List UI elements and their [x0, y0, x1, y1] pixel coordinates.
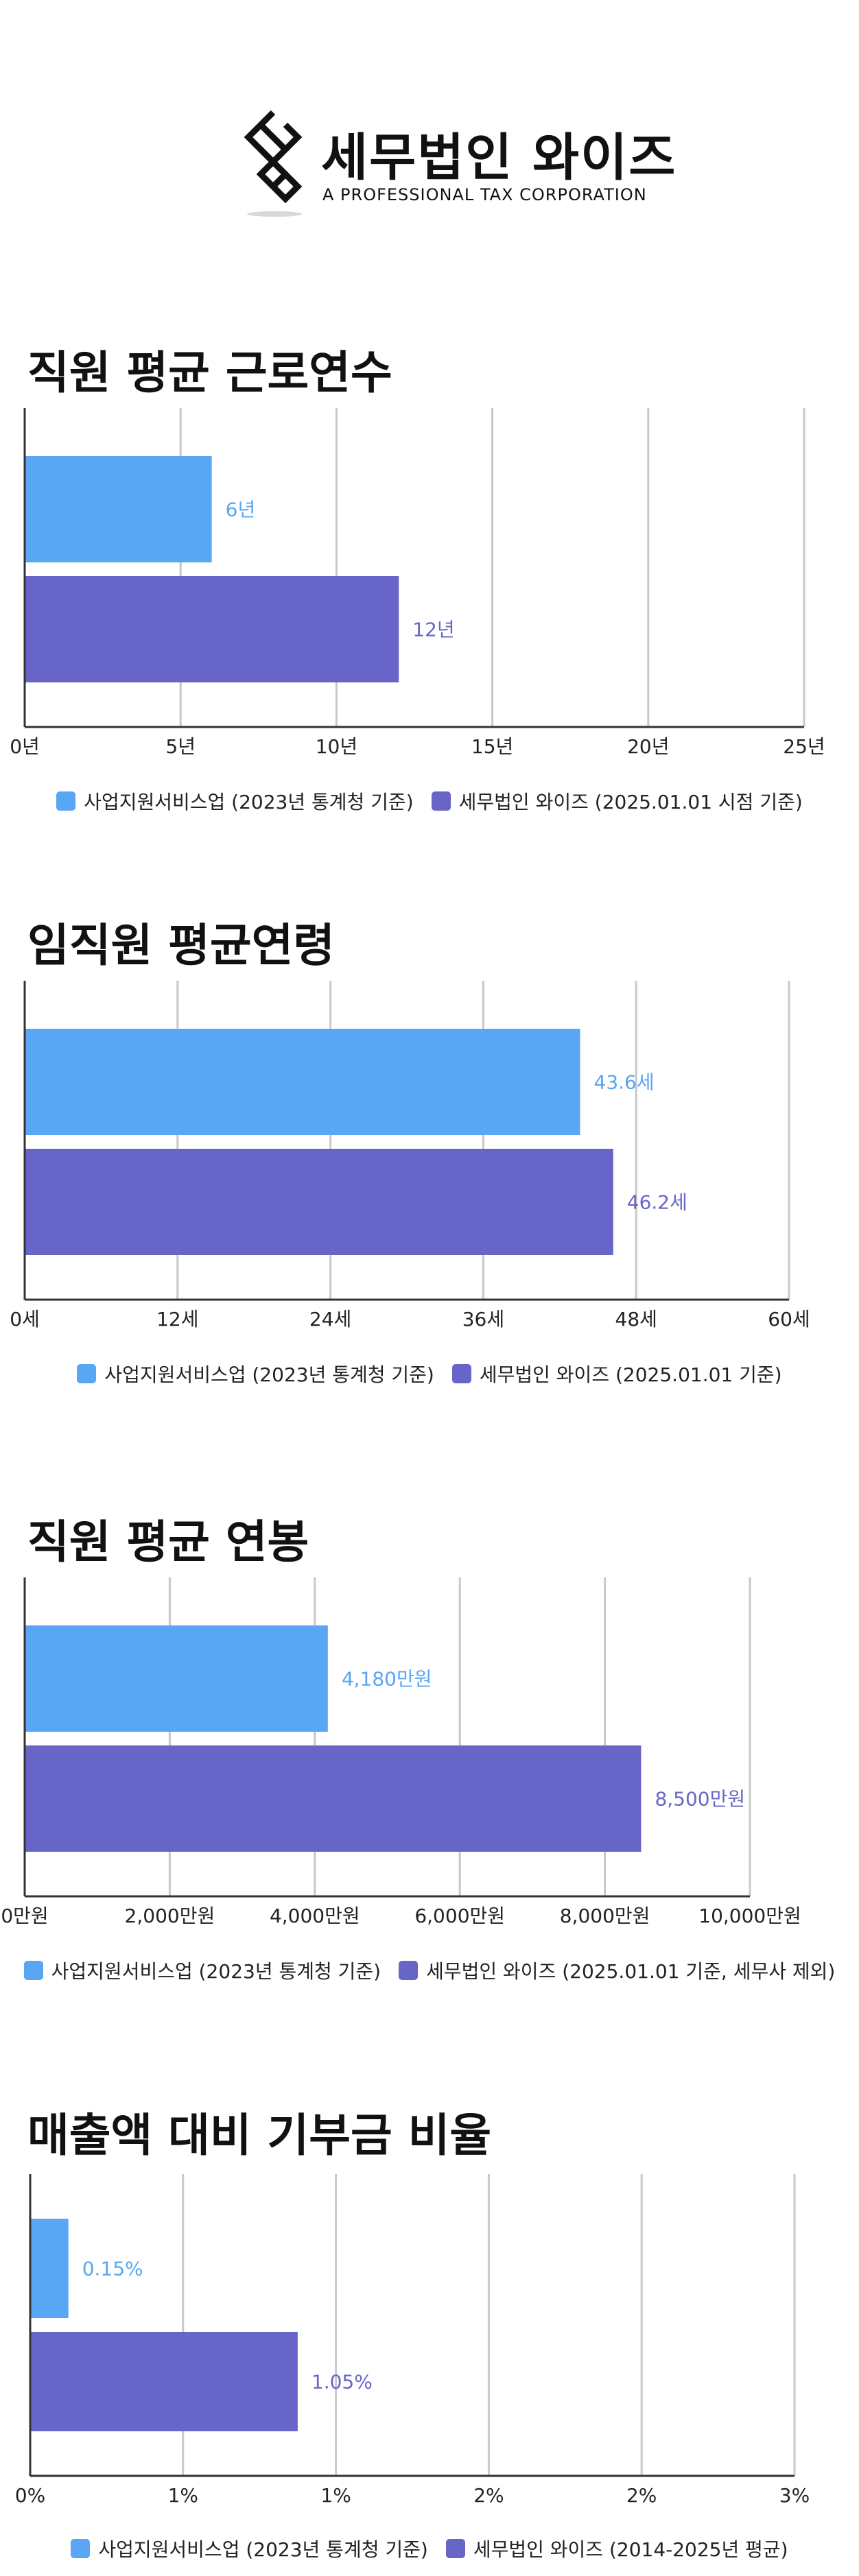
data-label: 8,500만원 — [655, 1788, 745, 1811]
x-tick-label: 24세 — [309, 1308, 351, 1331]
x-tick-label: 48세 — [615, 1308, 657, 1331]
legend-label: 세무법인 와이즈 (2025.01.01 기준, 세무사 제외) — [426, 1960, 836, 1983]
legend-label: 세무법인 와이즈 (2014-2025년 평균) — [473, 2538, 788, 2561]
legend-label: 사업지원서비스업 (2023년 통계청 기준) — [98, 2538, 428, 2561]
chart-title: 매출액 대비 기부금 비율 — [27, 2109, 492, 2162]
x-tick-label: 1% — [168, 2484, 198, 2507]
legend-item: 사업지원서비스업 (2023년 통계청 기준) — [23, 1957, 381, 1984]
x-tick-label: 10년 — [316, 735, 357, 758]
legend-item: 사업지원서비스업 (2023년 통계청 기준) — [77, 1360, 434, 1387]
legend-item: 세무법인 와이즈 (2025.01.01 기준) — [451, 1360, 782, 1387]
legend-swatch — [445, 2539, 465, 2558]
bar-series-1 — [25, 456, 212, 562]
legend-swatch — [56, 791, 76, 811]
chart-legend: 사업지원서비스업 (2023년 통계청 기준) 세무법인 와이즈 (2025.01… — [0, 1957, 859, 1984]
data-label: 0.15% — [82, 2258, 143, 2280]
x-tick-label: 10,000만원 — [698, 1905, 801, 1927]
bar-series-2 — [30, 2332, 298, 2431]
chart-donation-ratio: 매출액 대비 기부금 비율 0.15% 1.05% 0% 1% 1% 2% 2% 3% 사업지원… — [0, 2099, 859, 2576]
legend-swatch — [71, 2539, 91, 2558]
legend-swatch — [451, 1364, 471, 1383]
x-tick-label: 5년 — [165, 735, 196, 758]
data-label: 46.2세 — [627, 1191, 687, 1214]
bar-series-2 — [25, 576, 399, 682]
chart-legend: 사업지원서비스업 (2023년 통계청 기준) 세무법인 와이즈 (2025.01… — [0, 1360, 859, 1387]
x-tick-label: 2% — [473, 2484, 504, 2507]
chart-title: 직원 평균 연봉 — [27, 1516, 309, 1569]
brand-mark-icon — [244, 110, 303, 217]
legend-label: 사업지원서비스업 (2023년 통계청 기준) — [104, 1363, 434, 1386]
x-tick-label: 2,000만원 — [125, 1905, 215, 1927]
x-tick-label: 0만원 — [1, 1905, 48, 1927]
bar-series-1 — [25, 1029, 580, 1135]
legend-swatch — [77, 1364, 97, 1383]
data-label: 1.05% — [311, 2371, 373, 2394]
x-tick-label: 60세 — [768, 1308, 810, 1331]
x-tick-label: 8,000만원 — [560, 1905, 650, 1927]
data-label: 12년 — [412, 619, 454, 641]
data-label: 43.6세 — [594, 1071, 655, 1094]
x-tick-label: 2% — [626, 2484, 657, 2507]
legend-item: 세무법인 와이즈 (2025.01.01 기준, 세무사 제외) — [399, 1957, 835, 1984]
chart-average-salary: 직원 평균 연봉 4,180만원 8,500만원 0만원 2,000만원 4,000만원… — [0, 1505, 859, 2006]
chart-svg: 6년 12년 0년 5년 10년 15년 20년 25년 — [10, 408, 825, 758]
x-tick-label: 0% — [15, 2484, 45, 2507]
bar-series-2 — [25, 1745, 642, 1852]
chart-title: 직원 평균 근로연수 — [27, 346, 392, 399]
x-tick-label: 4,000만원 — [270, 1905, 360, 1927]
x-tick-label: 15년 — [471, 735, 513, 758]
bar-series-1 — [25, 1625, 328, 1732]
legend-swatch — [23, 1961, 43, 1980]
brand-name: 세무법인 와이즈 — [321, 128, 677, 187]
bar-series-2 — [25, 1149, 613, 1255]
x-tick-label: 1% — [320, 2484, 351, 2507]
legend-label: 세무법인 와이즈 (2025.01.01 기준) — [479, 1363, 782, 1386]
x-tick-label: 36세 — [462, 1308, 504, 1331]
chart-svg: 43.6세 46.2세 0세 12세 24세 36세 48세 60세 — [10, 981, 810, 1331]
brand-logo: 세무법인 와이즈 A PROFESSIONAL TAX CORPORATION — [0, 103, 859, 240]
chart-svg: 0.15% 1.05% 0% 1% 1% 2% 2% 3% — [15, 2174, 810, 2507]
x-tick-label: 6,000만원 — [414, 1905, 505, 1927]
x-tick-label: 25년 — [783, 735, 825, 758]
data-label: 4,180만원 — [342, 1668, 432, 1691]
data-label: 6년 — [226, 499, 256, 521]
legend-swatch — [431, 791, 451, 811]
legend-item: 사업지원서비스업 (2023년 통계청 기준) — [71, 2535, 428, 2562]
bar-series-1 — [30, 2219, 69, 2318]
x-tick-label: 0년 — [10, 735, 40, 758]
x-tick-label: 0세 — [10, 1308, 40, 1331]
legend-swatch — [399, 1961, 419, 1980]
legend-label: 사업지원서비스업 (2023년 통계청 기준) — [84, 791, 414, 813]
brand-tagline: A PROFESSIONAL TAX CORPORATION — [322, 185, 647, 204]
legend-item: 사업지원서비스업 (2023년 통계청 기준) — [56, 787, 414, 815]
x-tick-label: 20년 — [627, 735, 669, 758]
chart-legend: 사업지원서비스업 (2023년 통계청 기준) 세무법인 와이즈 (2014-20… — [0, 2535, 859, 2562]
x-tick-label: 3% — [779, 2484, 810, 2507]
legend-label: 세무법인 와이즈 (2025.01.01 시점 기준) — [458, 791, 803, 813]
legend-item: 세무법인 와이즈 (2025.01.01 시점 기준) — [431, 787, 803, 815]
legend-item: 세무법인 와이즈 (2014-2025년 평균) — [445, 2535, 788, 2562]
chart-title: 임직원 평균연령 — [27, 919, 336, 972]
chart-svg: 4,180만원 8,500만원 0만원 2,000만원 4,000만원 6,000만원 8,… — [1, 1577, 801, 1927]
x-tick-label: 12세 — [156, 1308, 198, 1331]
chart-legend: 사업지원서비스업 (2023년 통계청 기준) 세무법인 와이즈 (2025.01… — [0, 787, 859, 815]
legend-label: 사업지원서비스업 (2023년 통계청 기준) — [51, 1960, 381, 1983]
